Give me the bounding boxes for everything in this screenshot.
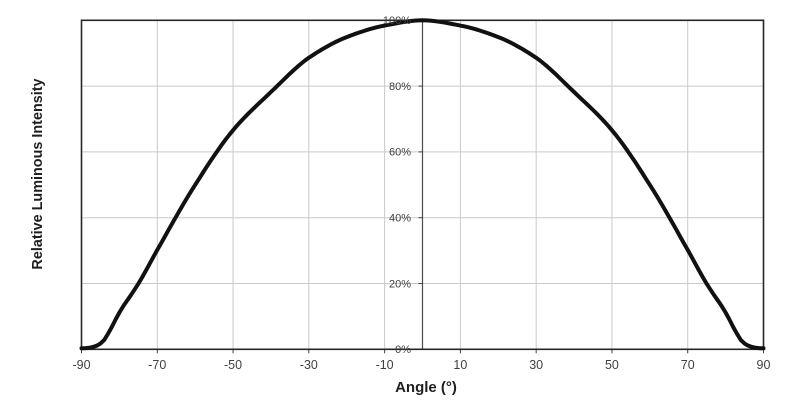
svg-text:Relative Luminous Intensity: Relative Luminous Intensity	[30, 78, 46, 269]
svg-text:90: 90	[757, 358, 771, 372]
svg-text:-10: -10	[376, 358, 394, 372]
svg-text:-30: -30	[300, 358, 318, 372]
svg-text:20%: 20%	[389, 278, 411, 290]
svg-text:-90: -90	[72, 358, 90, 372]
svg-text:70: 70	[681, 358, 695, 372]
svg-text:30: 30	[529, 358, 543, 372]
svg-text:Angle (°): Angle (°)	[395, 379, 457, 396]
svg-text:60%: 60%	[389, 147, 411, 159]
svg-text:-50: -50	[224, 358, 242, 372]
svg-text:0%: 0%	[395, 344, 411, 356]
svg-text:50: 50	[605, 358, 619, 372]
svg-text:10: 10	[453, 358, 467, 372]
svg-text:80%: 80%	[389, 81, 411, 93]
svg-text:40%: 40%	[389, 212, 411, 224]
svg-text:-70: -70	[148, 358, 166, 372]
svg-text:100%: 100%	[383, 15, 411, 27]
